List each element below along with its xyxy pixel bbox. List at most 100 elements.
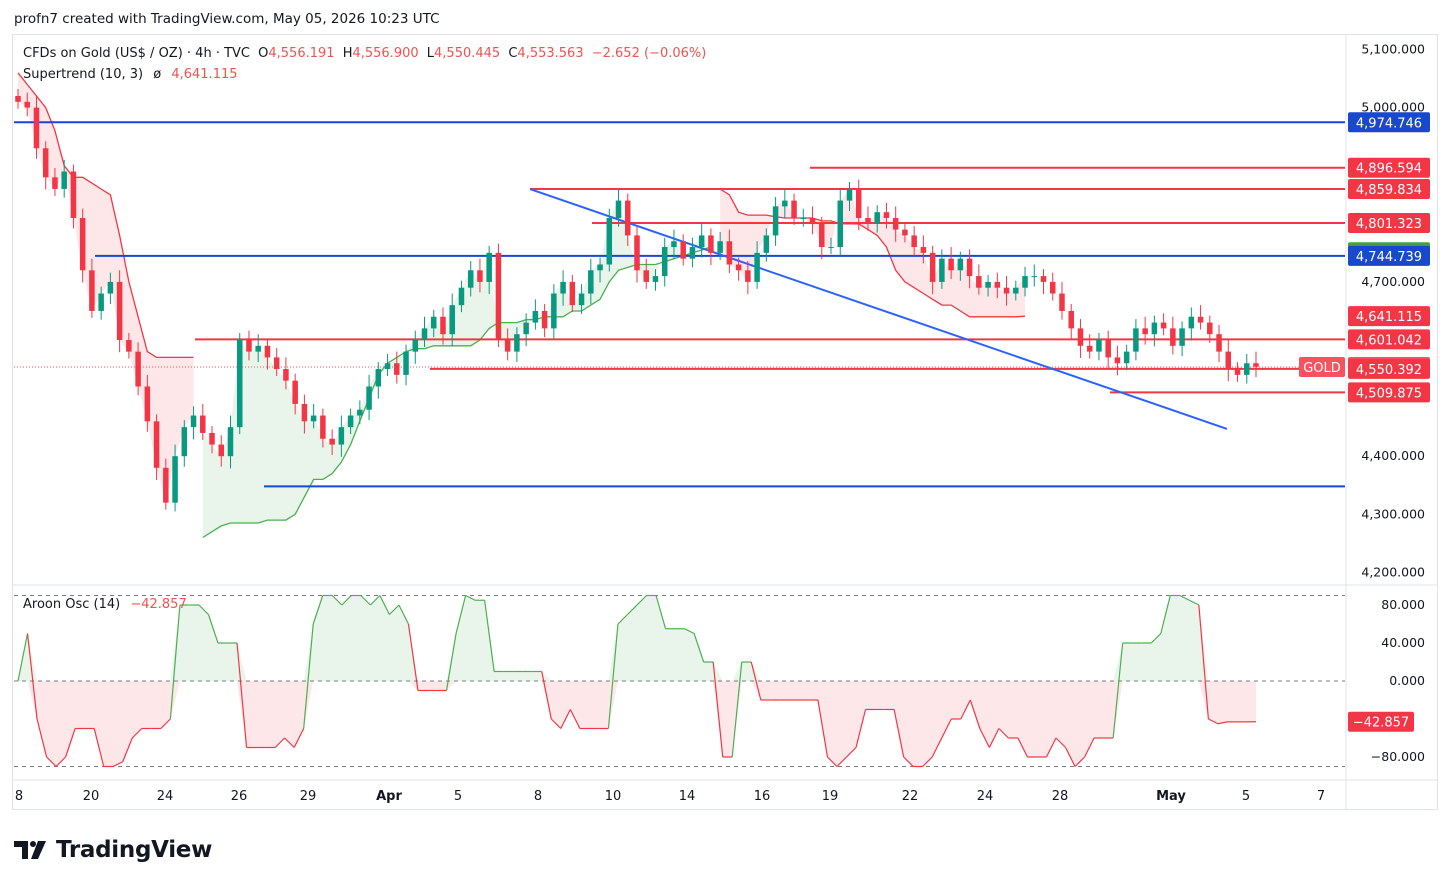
candle-body (1031, 276, 1038, 278)
candle-body (52, 177, 58, 189)
candle-body (153, 421, 160, 468)
candle-body (726, 241, 733, 265)
osc-value-tag-label: −42.857 (1353, 716, 1409, 731)
osc-line-segment (36, 718, 48, 758)
candle-body (1179, 328, 1185, 346)
candle-body (15, 96, 21, 102)
date-label: 26 (231, 789, 248, 804)
candle-body (172, 456, 178, 503)
supertrend-value: 4,641.115 (171, 67, 238, 82)
supertrend-legend[interactable]: Supertrend (10, 3) ø 4,641.115 (23, 67, 238, 82)
candle-body (939, 258, 945, 282)
osc-line-segment (998, 728, 1009, 739)
price-tag (1348, 245, 1430, 266)
aroon-legend[interactable]: Aroon Osc (14) −42.857 (23, 597, 187, 612)
candle-body (329, 438, 335, 445)
supertrend-name: Supertrend (10, 3) (23, 67, 144, 82)
price-tag-label: 4,641.115 (1356, 310, 1422, 325)
osc-line-segment (988, 728, 1000, 748)
author-line: profn7 created with TradingView.com, May… (14, 11, 440, 27)
candle-body (828, 247, 834, 249)
candle-body (551, 293, 557, 329)
osc-fill-negative (18, 681, 1256, 767)
candle-body (985, 281, 991, 288)
candle-body (541, 310, 548, 329)
candle-body (874, 212, 880, 224)
osc-line-segment (388, 604, 400, 615)
osc-line-segment (1179, 594, 1190, 601)
date-label: 19 (822, 789, 839, 804)
osc-line-segment (1160, 595, 1171, 634)
candle-body (33, 107, 40, 149)
candle-body (292, 380, 298, 404)
osc-line-segment (1084, 737, 1095, 758)
candle-body (578, 293, 585, 306)
osc-line-segment (1074, 756, 1086, 767)
candle-body (236, 340, 243, 428)
candle-body (135, 351, 141, 387)
price-tag-label: 4,744.739 (1356, 250, 1422, 265)
candle-body (1225, 351, 1232, 370)
osc-line-segment (312, 595, 324, 625)
candle-body (264, 345, 271, 358)
candle-body (273, 357, 280, 370)
candle-body (948, 258, 954, 271)
osc-line-segment (817, 699, 829, 758)
osc-line-segment (960, 699, 971, 720)
candle-body (902, 229, 908, 236)
candle-body (855, 188, 862, 218)
osc-line-segment (160, 718, 171, 729)
chart-header: profn7 created with TradingView.com, May… (0, 0, 1450, 34)
candle-body (929, 252, 936, 282)
candle-body (1197, 316, 1204, 323)
tradingview-footer: TradingView (14, 836, 212, 864)
candle-body (384, 363, 391, 370)
candle-body (347, 415, 354, 428)
date-label: Apr (376, 789, 402, 804)
price-tag (1348, 213, 1430, 234)
supertrend-fill-up (202, 200, 711, 538)
candle-body (403, 351, 409, 375)
symbol-legend[interactable]: CFDs on Gold (US$ / OZ) · 4h · TVC O4,55… (23, 46, 706, 61)
candle-body (791, 200, 797, 218)
candle-body (680, 241, 686, 259)
osc-line-segment (684, 628, 695, 635)
osc-line-segment (693, 633, 705, 663)
osc-line-segment (407, 623, 419, 691)
candle-body (440, 316, 446, 335)
supertrend-line-down (17, 72, 194, 359)
osc-line-segment (750, 661, 762, 701)
osc-line-segment (484, 600, 495, 672)
date-label: 8 (15, 789, 23, 804)
candle-body (772, 206, 779, 236)
close-label: C (508, 46, 518, 61)
candle-body (615, 200, 622, 218)
candle-body (735, 264, 742, 271)
osc-tick-label: 40.000 (1381, 635, 1425, 650)
candle-body (375, 369, 382, 387)
price-tag (1348, 306, 1430, 327)
candle-body (957, 258, 964, 271)
price-tag (1348, 179, 1430, 200)
candle-body (98, 293, 104, 311)
supertrend-fill-down (18, 72, 194, 503)
candle-body (1133, 328, 1139, 352)
price-tag-label: 4,550.392 (1356, 363, 1422, 378)
candle-body (1105, 340, 1111, 358)
candle-body (782, 200, 788, 207)
high-label: H (342, 46, 353, 61)
candle-body (1068, 310, 1074, 329)
date-label: 16 (754, 789, 771, 804)
date-label: May (1156, 789, 1186, 804)
candle-body (61, 171, 67, 189)
indicator-symbol: ø (153, 67, 162, 82)
price-tag (1348, 157, 1430, 178)
price-tick-label: 4,300.000 (1361, 506, 1425, 521)
candle-body (430, 316, 437, 329)
candle-body (661, 247, 668, 277)
candle-body (698, 235, 705, 248)
osc-line-segment (969, 699, 981, 729)
candle-body (255, 345, 261, 352)
osc-line-segment (712, 661, 724, 758)
